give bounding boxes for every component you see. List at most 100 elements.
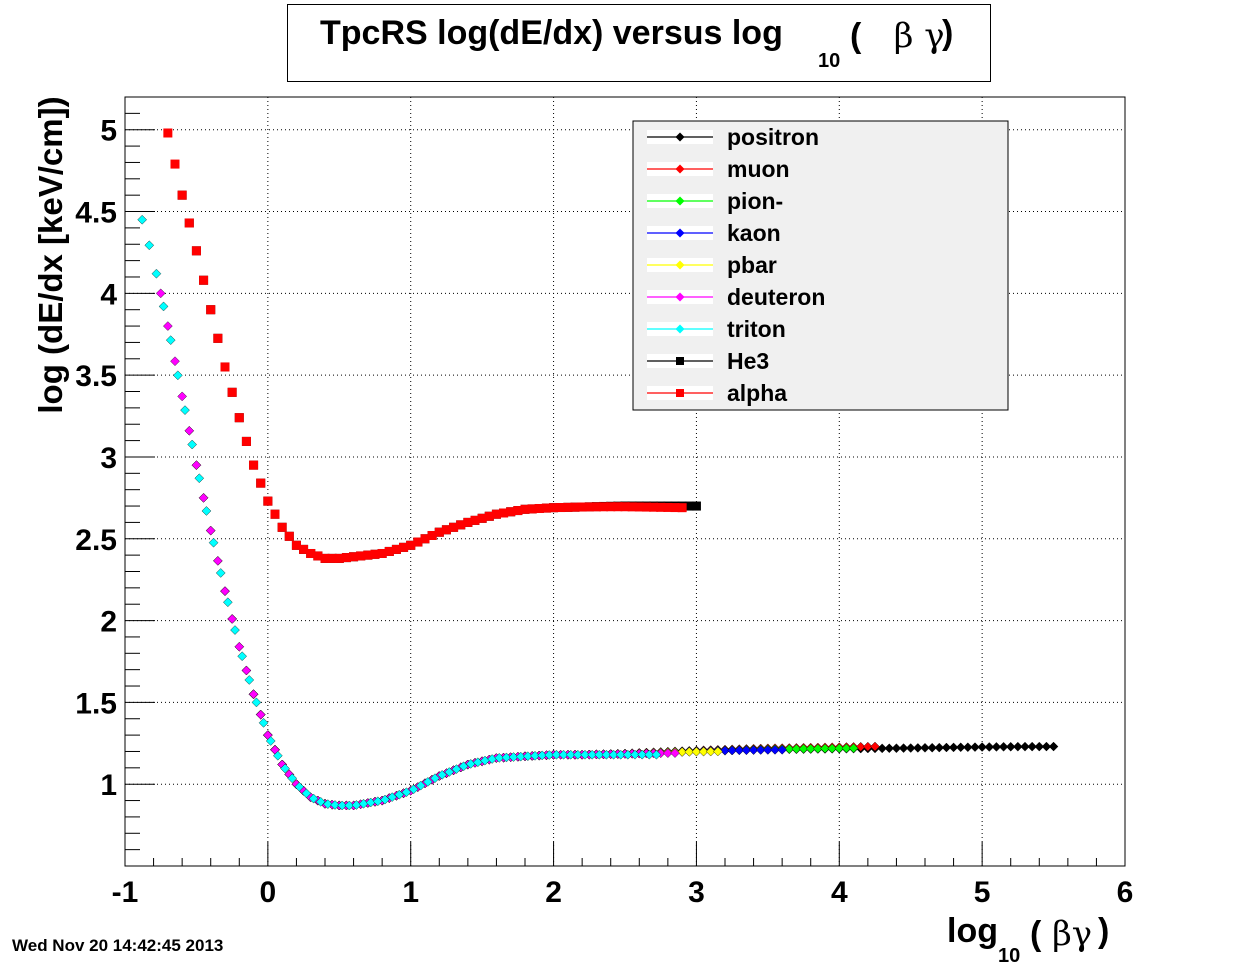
data-point (191, 246, 201, 256)
data-point (970, 742, 980, 752)
data-point (320, 553, 330, 563)
data-point (991, 742, 1002, 752)
plot-frame (124, 96, 1126, 867)
data-point (441, 525, 451, 535)
data-point (177, 190, 187, 200)
data-point (427, 530, 437, 540)
legend-label: kaon (727, 220, 781, 246)
data-point (698, 746, 709, 757)
legend-label: muon (727, 156, 790, 182)
data-point (537, 750, 547, 761)
data-point (444, 767, 455, 777)
x-tick-label: 0 (260, 876, 277, 909)
data-point (177, 391, 187, 402)
data-point (798, 744, 809, 754)
y-tick-label: 3 (100, 442, 117, 475)
data-point (248, 689, 259, 699)
data-point (734, 745, 745, 756)
data-point (549, 503, 559, 513)
data-point (227, 387, 237, 397)
y-axis-label: log (dE/dx [keV/cm]) (32, 96, 69, 413)
data-point (984, 742, 995, 752)
data-point (827, 743, 837, 754)
data-point (777, 745, 787, 755)
data-point (420, 534, 430, 544)
data-point (280, 763, 290, 774)
data-point (551, 749, 562, 760)
legend-label: positron (727, 124, 819, 150)
data-point (998, 742, 1009, 752)
data-point (451, 764, 462, 774)
data-point (587, 749, 597, 760)
data-point (691, 501, 701, 511)
data-point (613, 502, 623, 512)
data-point (165, 335, 176, 345)
data-point (406, 540, 416, 550)
data-point (615, 749, 626, 760)
x-axis-label-open: ( (1030, 915, 1042, 953)
data-point (523, 751, 533, 761)
x-axis-label-symbol: ( βγ (1030, 914, 1092, 954)
data-point (234, 413, 244, 423)
legend-marker (675, 228, 685, 238)
y-tick-label: 4 (100, 278, 117, 311)
legend-label: deuteron (727, 284, 825, 310)
data-point (863, 741, 873, 752)
y-tick-label: 1 (100, 769, 117, 802)
data-point (294, 782, 305, 792)
data-point (308, 793, 319, 804)
data-point (208, 537, 219, 548)
data-point (770, 745, 780, 755)
data-point (341, 553, 351, 563)
data-point (315, 797, 326, 807)
x-tick-label: 6 (1117, 876, 1134, 909)
data-point (215, 568, 226, 578)
data-point (841, 743, 852, 754)
data-point (955, 742, 966, 753)
data-point (220, 362, 230, 372)
data-point (594, 749, 605, 760)
data-point (534, 503, 544, 513)
legend-marker (675, 324, 685, 334)
data-point (1005, 741, 1016, 752)
x-axis-label-close: ) (1098, 912, 1110, 950)
y-tick-label: 3.5 (75, 360, 117, 393)
data-point (170, 356, 180, 367)
data-point (380, 794, 390, 805)
data-point (599, 502, 609, 512)
data-point (608, 749, 619, 760)
data-point (948, 742, 959, 753)
x-tick-label: 4 (831, 876, 848, 909)
data-point (415, 780, 426, 791)
data-point (234, 641, 245, 652)
data-point (391, 544, 401, 554)
data-point (570, 502, 580, 512)
data-point (158, 301, 169, 312)
data-point (180, 405, 190, 415)
chart-title-close: ) (942, 14, 954, 52)
data-point (430, 773, 440, 784)
data-point (577, 502, 587, 512)
data-point (506, 507, 516, 517)
x-tick-label: 2 (545, 876, 562, 909)
legend-marker (675, 164, 685, 174)
x-axis-label: log (947, 912, 998, 950)
data-point (677, 747, 687, 757)
data-point (820, 743, 830, 754)
data-point (470, 515, 480, 525)
data-point (934, 742, 945, 753)
data-point (337, 800, 347, 811)
data-point (213, 333, 223, 343)
data-point (199, 275, 209, 285)
data-point (284, 531, 294, 541)
data-point (277, 522, 287, 532)
data-point (1020, 741, 1030, 752)
data-point (584, 502, 594, 512)
data-point (434, 527, 444, 537)
x-axis-label-beta-gamma: βγ (1052, 914, 1093, 954)
data-point (1041, 741, 1052, 752)
data-point (520, 504, 530, 514)
data-point (456, 520, 466, 530)
data-point (891, 743, 902, 753)
data-point (265, 736, 276, 746)
